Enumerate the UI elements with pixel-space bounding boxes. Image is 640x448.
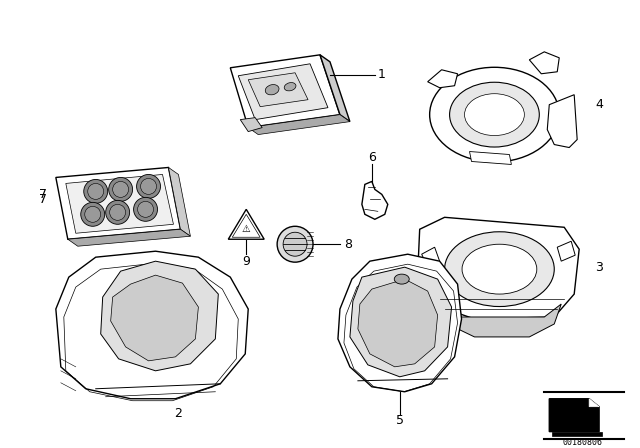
Ellipse shape bbox=[445, 232, 554, 306]
Polygon shape bbox=[589, 399, 599, 407]
Circle shape bbox=[84, 207, 100, 222]
Text: 6: 6 bbox=[368, 151, 376, 164]
Polygon shape bbox=[557, 241, 575, 261]
Polygon shape bbox=[100, 261, 218, 371]
Circle shape bbox=[84, 180, 108, 203]
Polygon shape bbox=[358, 279, 438, 367]
Ellipse shape bbox=[284, 82, 296, 91]
Polygon shape bbox=[470, 151, 511, 164]
Circle shape bbox=[141, 178, 157, 194]
Polygon shape bbox=[240, 118, 262, 132]
Text: 5: 5 bbox=[396, 414, 404, 427]
Text: 2: 2 bbox=[175, 407, 182, 420]
Polygon shape bbox=[230, 55, 340, 128]
Circle shape bbox=[81, 202, 105, 226]
Text: 7: 7 bbox=[39, 188, 47, 201]
Circle shape bbox=[113, 181, 129, 198]
Polygon shape bbox=[552, 431, 602, 435]
Polygon shape bbox=[362, 181, 388, 220]
Circle shape bbox=[134, 198, 157, 221]
Polygon shape bbox=[320, 55, 350, 121]
Circle shape bbox=[138, 201, 154, 217]
Polygon shape bbox=[232, 214, 260, 237]
Polygon shape bbox=[228, 209, 264, 239]
Text: 1: 1 bbox=[378, 68, 386, 81]
Text: 3: 3 bbox=[595, 261, 603, 274]
Polygon shape bbox=[438, 304, 561, 337]
Text: 9: 9 bbox=[243, 254, 250, 267]
Polygon shape bbox=[238, 64, 328, 120]
Text: ⚠: ⚠ bbox=[242, 224, 251, 234]
Polygon shape bbox=[418, 217, 579, 319]
Circle shape bbox=[106, 200, 130, 224]
Polygon shape bbox=[168, 168, 191, 236]
Polygon shape bbox=[66, 174, 173, 233]
Polygon shape bbox=[422, 247, 440, 267]
Polygon shape bbox=[248, 115, 350, 134]
Circle shape bbox=[277, 226, 313, 262]
Text: 7: 7 bbox=[39, 193, 47, 206]
Circle shape bbox=[109, 204, 125, 220]
Polygon shape bbox=[111, 275, 198, 361]
Polygon shape bbox=[68, 229, 191, 246]
Circle shape bbox=[88, 183, 104, 199]
Ellipse shape bbox=[465, 94, 524, 136]
Circle shape bbox=[136, 174, 161, 198]
Polygon shape bbox=[549, 399, 599, 431]
Ellipse shape bbox=[394, 274, 409, 284]
Ellipse shape bbox=[429, 67, 559, 162]
Polygon shape bbox=[248, 73, 308, 107]
Ellipse shape bbox=[449, 82, 540, 147]
Polygon shape bbox=[56, 168, 180, 239]
Polygon shape bbox=[529, 52, 559, 74]
Text: 4: 4 bbox=[595, 98, 603, 111]
Polygon shape bbox=[56, 251, 248, 399]
Ellipse shape bbox=[462, 244, 537, 294]
Circle shape bbox=[283, 232, 307, 256]
Ellipse shape bbox=[266, 85, 279, 95]
Text: 00180806: 00180806 bbox=[562, 438, 602, 447]
Polygon shape bbox=[428, 70, 458, 88]
Circle shape bbox=[109, 177, 132, 201]
Polygon shape bbox=[338, 254, 461, 392]
Text: 8: 8 bbox=[344, 238, 352, 251]
Polygon shape bbox=[350, 267, 452, 377]
Polygon shape bbox=[547, 95, 577, 147]
